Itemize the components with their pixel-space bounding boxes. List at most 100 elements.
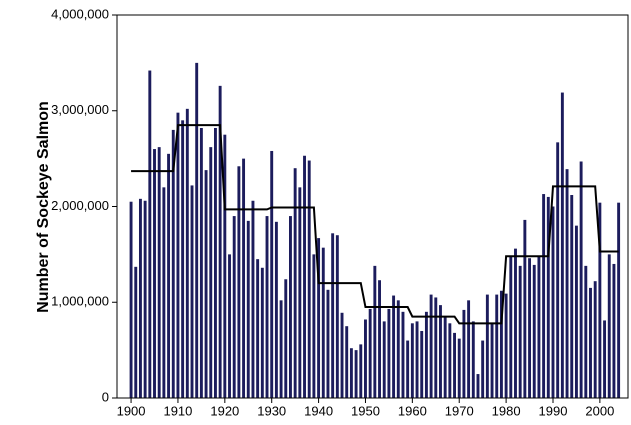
bar [429,294,433,398]
y-tick-label: 1,000,000 [51,294,109,309]
bar [176,112,180,398]
bar [138,198,142,398]
bar [218,85,222,398]
bar [279,300,283,398]
bar [392,295,396,398]
bar [312,254,316,398]
x-tick-label: 1900 [117,403,146,418]
bar [448,323,452,398]
bar [223,134,227,398]
bar [523,219,527,398]
bar [293,168,297,398]
bar [199,127,203,399]
bar [354,350,358,398]
bar [181,120,185,398]
bar [284,279,288,398]
bar [373,265,377,398]
bar [204,170,208,398]
y-tick-label: 3,000,000 [51,102,109,117]
bar [495,294,499,398]
x-tick-label: 1920 [210,403,239,418]
x-tick-label: 1960 [398,403,427,418]
bar [134,266,138,398]
bar [485,294,489,398]
bar [410,323,414,398]
bar [420,330,424,398]
bar [612,263,616,398]
bar [359,344,363,398]
bar [171,129,175,398]
x-tick-label: 1940 [304,403,333,418]
bar [148,70,152,398]
x-tick-label: 2000 [585,403,614,418]
bar [532,264,536,398]
bar [237,166,241,398]
bar [340,312,344,398]
bar [242,158,246,398]
bar [396,300,400,398]
bar [607,254,611,398]
bar [603,320,607,398]
bar [579,161,583,398]
bar [453,332,456,398]
bar [364,319,367,398]
bar [209,147,213,398]
bar [406,340,410,398]
bar [560,92,564,399]
bar [570,195,574,398]
bar [556,142,560,398]
x-tick-label: 1980 [492,403,521,418]
bar [265,216,269,398]
bar [528,258,532,398]
bar [345,326,349,398]
bar [467,300,471,398]
bar [518,265,522,398]
bar [129,201,133,398]
bar [143,200,147,398]
bar [298,187,302,398]
bar [481,340,485,398]
bar [251,200,255,398]
bar [542,194,546,398]
average-line [131,124,619,325]
bar [378,280,381,398]
bar [213,127,217,399]
x-tick-label: 1990 [539,403,568,418]
bar [439,305,442,398]
y-axis-title: Number of Sockeye Salmon [35,101,52,313]
bar [317,238,321,398]
bar [504,293,508,398]
bar [415,321,419,398]
bar [157,147,161,398]
bar [499,290,503,398]
bar [546,196,550,398]
bar [185,108,189,399]
bar [256,259,260,398]
bar [551,206,555,398]
bar [195,62,199,398]
bar [331,233,335,398]
bar [537,256,541,398]
bar [326,289,330,398]
bar [462,309,466,398]
bar [382,321,386,398]
bar [153,149,156,398]
bar [289,216,292,398]
bar [270,150,274,398]
bar [349,348,353,398]
bar [321,247,325,398]
bar [307,160,311,398]
bar [617,202,621,398]
bar [509,256,513,398]
bar [476,374,480,398]
bar [598,202,602,398]
bar [443,316,447,398]
bar [303,155,306,398]
bar [434,297,438,398]
bar [228,254,231,398]
y-tick-label: 4,000,000 [51,6,109,21]
bar [368,308,372,398]
bar [593,281,597,398]
x-tick-label: 1930 [257,403,286,418]
